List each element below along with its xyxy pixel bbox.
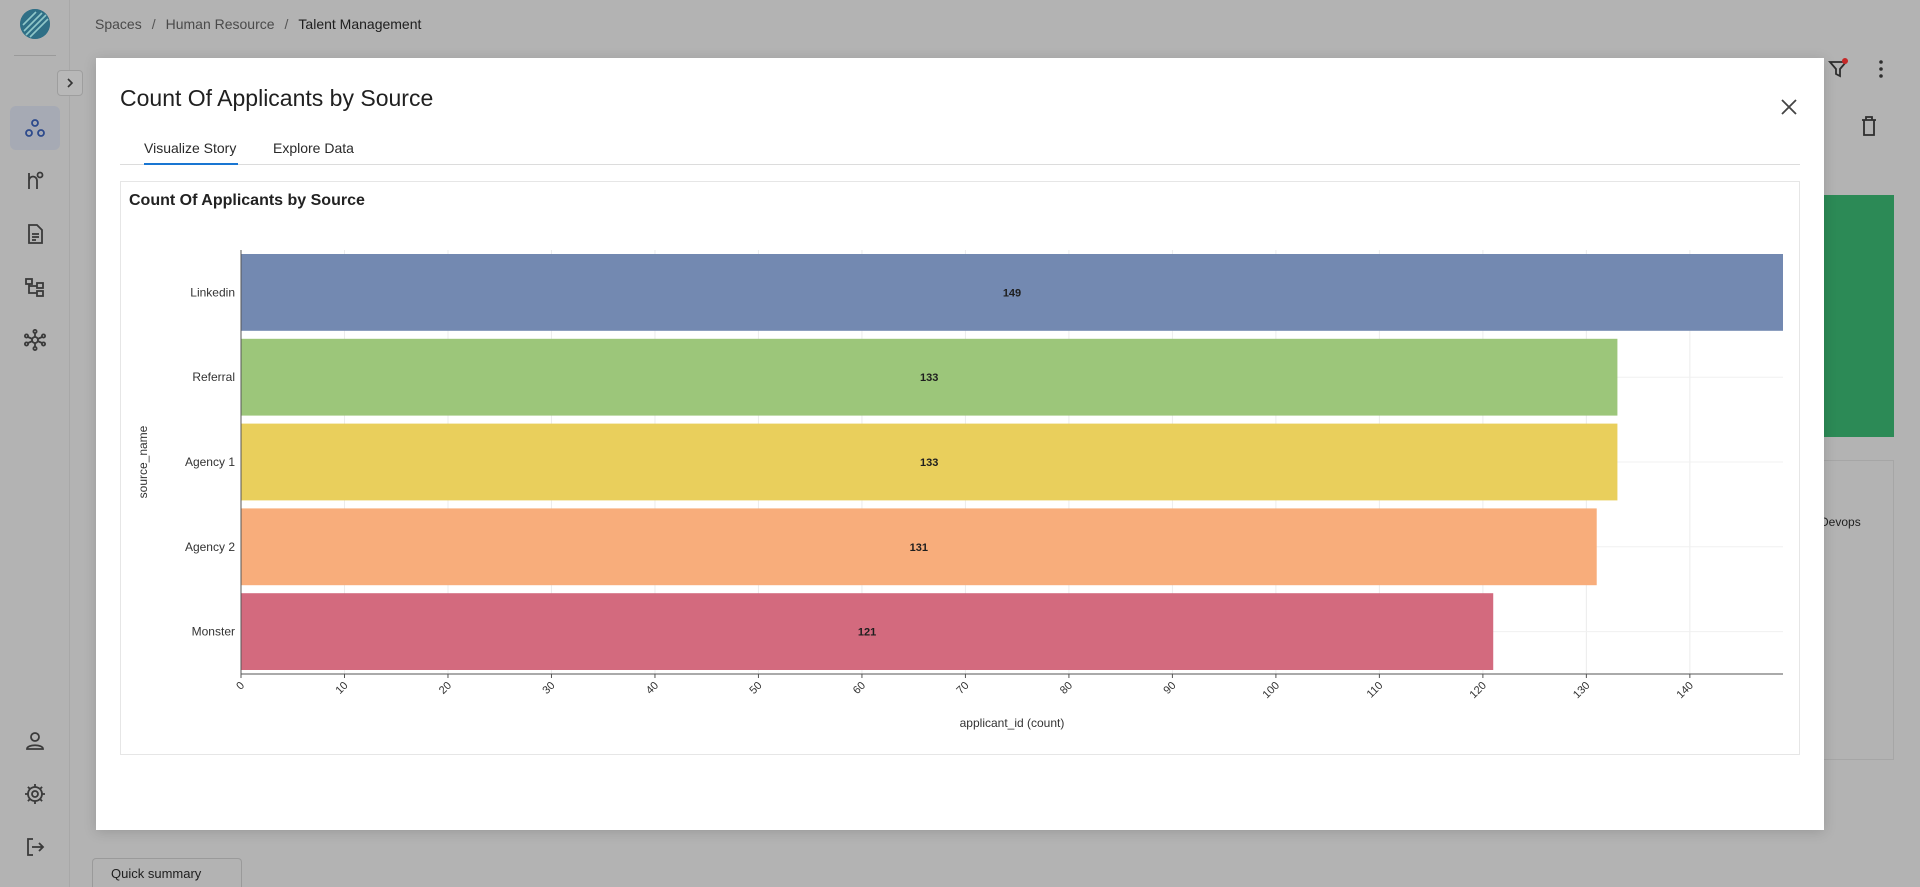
- breadcrumb-current: Talent Management: [298, 16, 422, 32]
- bar-referral: [241, 338, 1618, 416]
- data-label: 133: [920, 457, 938, 469]
- sidebar-item-network[interactable]: [10, 318, 60, 362]
- sidebar-item-logout[interactable]: [10, 825, 60, 869]
- background-devops-label: Devops: [1820, 515, 1861, 529]
- x-axis-title: applicant_id (count): [960, 716, 1065, 730]
- category-label: Linkedin: [190, 285, 235, 299]
- chart-title: Count Of Applicants by Source: [129, 192, 365, 209]
- modal-title: Count Of Applicants by Source: [120, 85, 434, 111]
- close-icon: [1781, 99, 1797, 115]
- pipeline-icon: [28, 171, 44, 189]
- logout-icon: [27, 838, 45, 856]
- user-icon: [26, 732, 44, 750]
- network-icon: [23, 328, 46, 351]
- category-label: Agency 1: [185, 455, 235, 469]
- sidebar-item-settings[interactable]: [10, 772, 60, 816]
- x-tick-label: 140: [1675, 680, 1696, 701]
- tab-explore-data[interactable]: Explore Data: [273, 140, 354, 156]
- nodes-icon: [25, 119, 45, 137]
- x-tick-label: 120: [1468, 680, 1489, 701]
- x-tick-label: 130: [1571, 680, 1592, 701]
- bar-monster: [241, 593, 1494, 670]
- tab-visualize-story[interactable]: Visualize Story: [144, 133, 238, 165]
- x-tick-label: 10: [333, 680, 350, 697]
- bar-linkedin: [241, 254, 1783, 331]
- data-label: 131: [910, 542, 928, 554]
- chart-card: Count Of Applicants by Source 149 Linkedi…: [120, 181, 1800, 755]
- more-vertical-icon[interactable]: [1870, 58, 1892, 80]
- x-tick-label: 110: [1365, 680, 1386, 701]
- gear-icon: [25, 784, 45, 804]
- background-panel: [1822, 460, 1894, 760]
- x-tick-label: 70: [954, 680, 971, 697]
- quick-summary-tab[interactable]: Quick summary: [92, 858, 242, 887]
- trash-icon[interactable]: [1858, 114, 1880, 138]
- sidebar-item-profile[interactable]: [10, 719, 60, 763]
- x-tick-label: 50: [747, 680, 764, 697]
- document-icon: [28, 224, 43, 244]
- breadcrumb-space[interactable]: Human Resource: [165, 16, 275, 32]
- chevron-right-icon: [67, 78, 74, 88]
- x-tick-label: 20: [437, 680, 454, 697]
- chart-modal: Count Of Applicants by Source Visualize …: [96, 58, 1824, 830]
- x-tick-label: 90: [1161, 680, 1178, 697]
- sidebar-item-documents[interactable]: [10, 212, 60, 256]
- sidebar-item-nodes[interactable]: [10, 106, 60, 150]
- data-label: 149: [1003, 287, 1021, 299]
- breadcrumb: Spaces / Human Resource / Talent Managem…: [95, 16, 421, 32]
- close-button[interactable]: [1776, 94, 1802, 120]
- hierarchy-icon: [25, 278, 44, 297]
- modal-tabs: Visualize Story Explore Data: [120, 133, 1800, 165]
- app-logo[interactable]: [20, 9, 50, 39]
- bar-agency-1: [241, 423, 1618, 501]
- breadcrumb-separator: /: [151, 16, 156, 32]
- x-tick-label: 100: [1261, 680, 1282, 701]
- x-tick-label: 60: [851, 680, 868, 697]
- sidebar-item-hierarchy[interactable]: [10, 265, 60, 309]
- category-label: Monster: [192, 625, 235, 639]
- breadcrumb-spaces[interactable]: Spaces: [95, 16, 142, 32]
- sidebar: [0, 0, 70, 887]
- sidebar-item-pipeline[interactable]: [10, 159, 60, 203]
- x-tick-label: 0: [234, 680, 247, 693]
- bar-agency-2: [241, 508, 1597, 586]
- category-label: Agency 2: [185, 540, 235, 554]
- x-tick-label: 40: [644, 680, 661, 697]
- data-label: 121: [858, 627, 876, 639]
- background-chart-bar: [1822, 195, 1894, 437]
- x-tick-label: 30: [540, 680, 557, 697]
- sidebar-expand-button[interactable]: [57, 70, 83, 96]
- filter-icon[interactable]: [1827, 58, 1849, 80]
- breadcrumb-separator: /: [284, 16, 289, 32]
- data-label: 133: [920, 372, 938, 384]
- sidebar-divider: [14, 55, 56, 56]
- category-label: Referral: [192, 370, 235, 384]
- bar-chart: 149 Linkedin 133 Referral 133 Agency 1 131 Agen…: [136, 250, 1783, 730]
- y-axis-title: source_name: [136, 425, 150, 498]
- x-tick-label: 80: [1058, 680, 1075, 697]
